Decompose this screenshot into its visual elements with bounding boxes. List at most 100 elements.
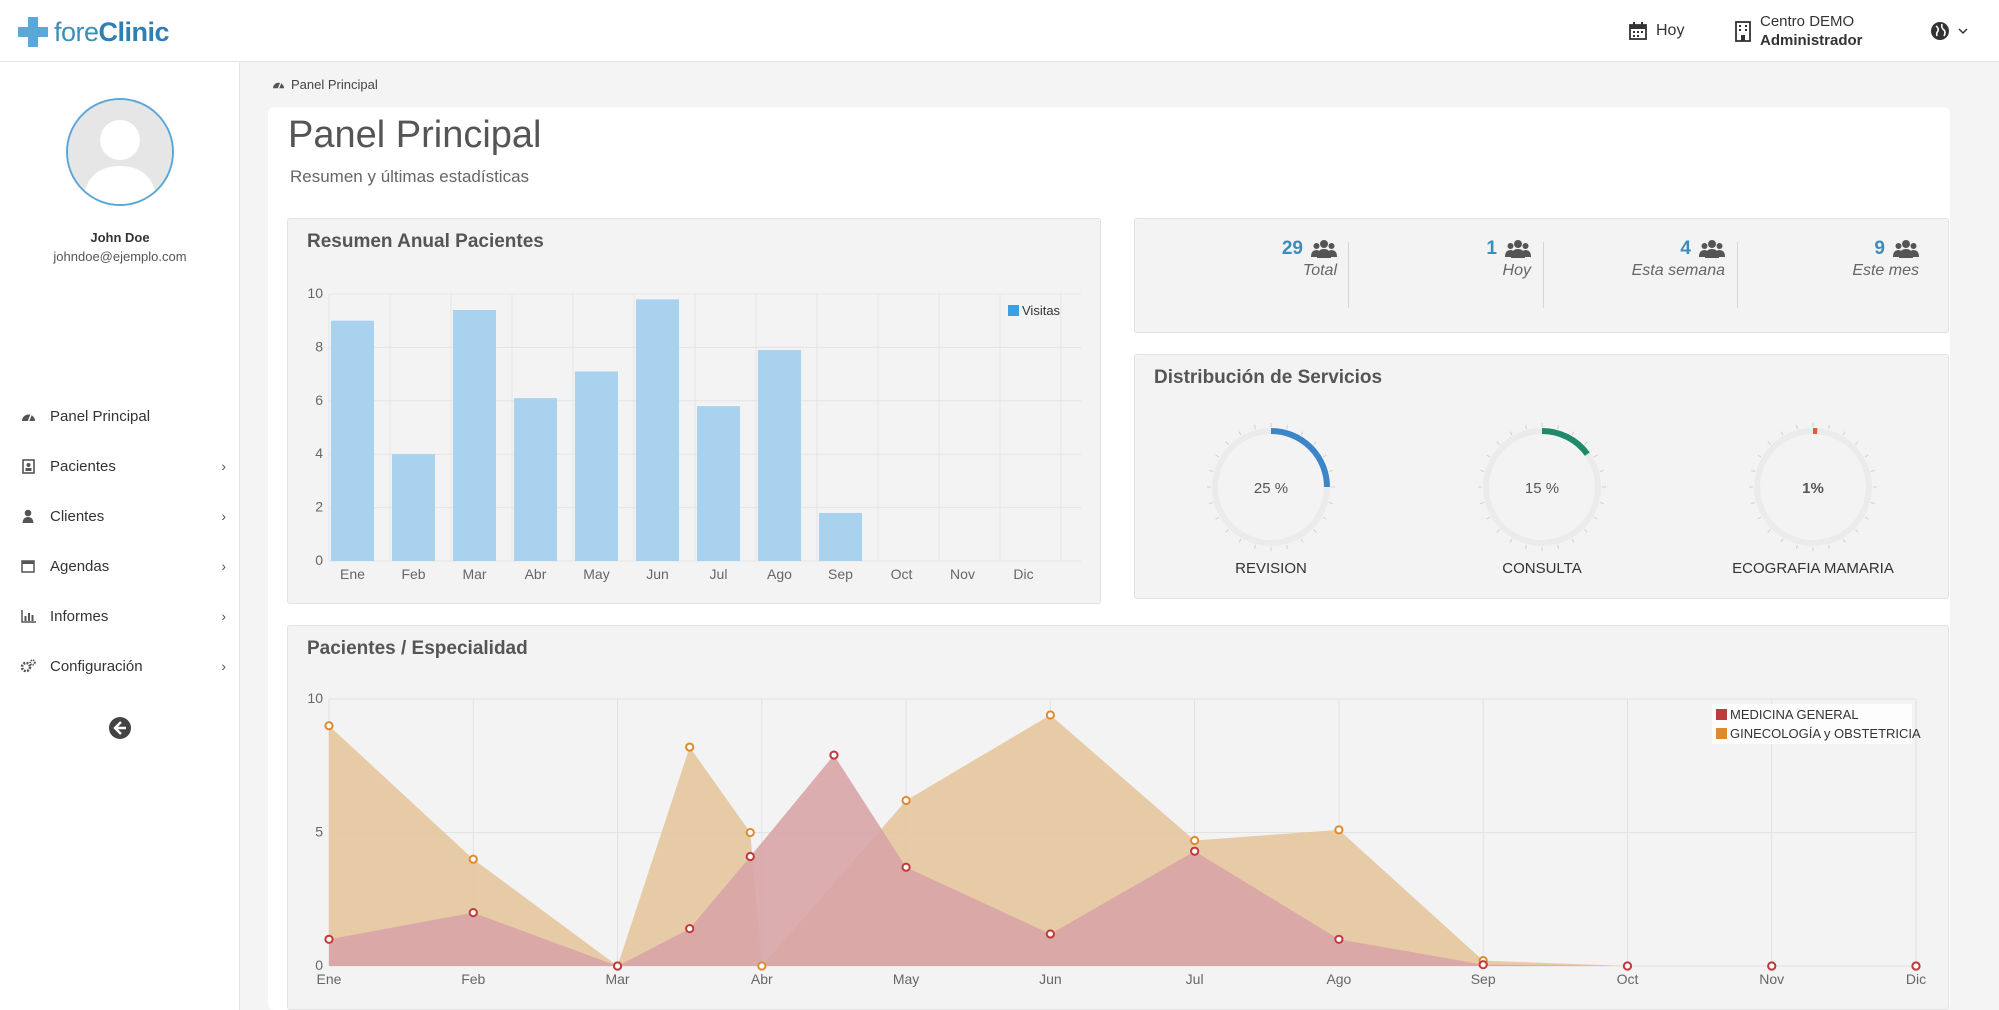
sidebar-item-label: Pacientes — [50, 457, 116, 475]
user-name: John Doe — [90, 230, 150, 245]
sidebar-item-agendas[interactable]: Agendas › — [0, 546, 240, 586]
brand-name-bold: Clinic — [98, 16, 170, 47]
x-tick-label: Ene — [317, 971, 342, 987]
gauge-tick — [1322, 454, 1327, 458]
sidebar-item-clientes[interactable]: Clientes › — [0, 496, 240, 536]
brand-name-light: fore — [54, 16, 99, 47]
stat-divider — [1348, 242, 1349, 308]
gauge-tick — [1870, 469, 1875, 472]
gauge-tick — [1757, 516, 1762, 520]
arrow-circle-left-icon — [109, 717, 131, 739]
gauge-tick — [1571, 431, 1575, 436]
data-point — [1334, 934, 1344, 944]
collapse-sidebar-button[interactable] — [108, 716, 132, 740]
gauge-tick — [1238, 538, 1242, 543]
sidebar-item-pacientes[interactable]: Pacientes › — [0, 446, 240, 486]
data-point — [1045, 710, 1055, 720]
data-point — [1190, 835, 1200, 846]
breadcrumb-item[interactable]: Panel Principal — [291, 77, 378, 92]
stat-value: 4 — [1680, 238, 1691, 259]
gauge-tick — [1286, 544, 1289, 549]
gauge-tick — [1496, 441, 1500, 445]
chevron-right-icon: › — [221, 608, 226, 624]
gauge-tick — [1767, 441, 1771, 445]
gauge-tick — [1795, 425, 1798, 430]
medical-cross-icon — [18, 17, 48, 47]
language-menu[interactable] — [1930, 10, 1976, 52]
app-logo[interactable]: fore Clinic — [18, 16, 170, 48]
sidebar-item-informes[interactable]: Informes › — [0, 596, 240, 636]
gauge-tick — [1328, 502, 1333, 505]
x-tick-label: Jun — [646, 566, 669, 582]
bar — [392, 454, 435, 561]
sidebar-item-label: Agendas — [50, 557, 110, 575]
users-icon — [1311, 240, 1337, 258]
center-selector[interactable]: Centro DEMO Administrador — [1734, 10, 1863, 52]
chevron-right-icon: › — [221, 508, 226, 524]
stat-value: 9 — [1874, 238, 1885, 259]
legend-label: MEDICINA GENERAL — [1730, 707, 1859, 722]
sidebar-item-label: Panel Principal — [50, 407, 151, 425]
legend-swatch — [1008, 305, 1019, 316]
x-tick-label: Ago — [767, 566, 792, 582]
gauge-label: REVISION — [1235, 560, 1307, 577]
legend-swatch — [1716, 709, 1727, 720]
user-email: johndoe@ejemplo.com — [53, 249, 187, 264]
page-subtitle: Resumen y últimas estadísticas — [290, 167, 530, 186]
gauge-ecografia: 1% — [1749, 423, 1877, 551]
data-point — [1767, 961, 1777, 971]
stat-value: 1 — [1486, 238, 1497, 259]
gauge-tick — [1842, 538, 1846, 543]
dashboard-icon — [20, 408, 36, 424]
gauge-tick — [1557, 544, 1560, 549]
gauge-tick — [1584, 529, 1588, 533]
data-point — [1911, 961, 1921, 971]
gauge-value: 1% — [1802, 480, 1824, 497]
today-button[interactable]: Hoy — [1628, 10, 1684, 52]
gauge-tick — [1209, 502, 1214, 505]
data-point — [1478, 960, 1488, 970]
legend-swatch — [1716, 728, 1727, 739]
data-point — [757, 961, 767, 971]
gauge-tick — [1795, 544, 1798, 549]
gauge-arc — [1270, 428, 1330, 488]
gauge-tick — [1286, 425, 1289, 430]
x-tick-label: Jul — [710, 566, 728, 582]
specialty-area-chart: 0 5 10 Ene Feb Mar Abr May Jun Jul Ago Sep Oct Nov Dic… — [307, 690, 1926, 987]
bar — [636, 299, 679, 561]
gauge-tick — [1571, 538, 1575, 543]
user-icon — [20, 508, 36, 524]
x-tick-label: Nov — [1759, 971, 1784, 987]
x-tick-label: Sep — [828, 566, 853, 582]
gauge-tick — [1828, 544, 1831, 549]
x-tick-label: Oct — [1617, 971, 1639, 987]
gauge-tick — [1584, 441, 1588, 445]
gauge-tick — [1253, 544, 1256, 549]
y-tick-label: 8 — [315, 338, 323, 354]
dashboard-icon — [273, 82, 284, 89]
sidebar-item-panel-principal[interactable]: Panel Principal — [0, 396, 240, 436]
gauge-tick — [1253, 425, 1256, 430]
avatar[interactable] — [66, 98, 174, 206]
sidebar-item-configuracion[interactable]: Configuración › — [0, 646, 240, 686]
legend-label: GINECOLOGÍA y OBSTETRICIA — [1730, 726, 1921, 741]
gauge-tick — [1780, 538, 1784, 543]
stat-today: 1 Hoy — [1336, 238, 1531, 298]
stat-divider — [1543, 242, 1544, 308]
gauge-tick — [1496, 529, 1500, 533]
chevron-down-icon — [1958, 28, 1968, 35]
gauge-tick — [1215, 516, 1220, 520]
y-tick-label: 0 — [315, 957, 323, 973]
x-tick-label: Mar — [605, 971, 629, 987]
gauge-label: CONSULTA — [1502, 560, 1582, 577]
specialty-chart-title: Pacientes / Especialidad — [307, 638, 528, 659]
gauge-tick — [1855, 529, 1859, 533]
y-tick-label: 10 — [307, 285, 323, 301]
gauge-tick — [1757, 454, 1762, 458]
sidebar: John Doe johndoe@ejemplo.com Panel Princ… — [0, 62, 240, 1010]
calendar-icon — [1629, 22, 1647, 40]
gauge-tick — [1524, 425, 1527, 430]
data-point — [745, 827, 755, 838]
x-tick-label: Jul — [1186, 971, 1204, 987]
specialty-card: Pacientes / Especialidad 0 5 10 Ene Feb Mar Ab… — [287, 625, 1949, 1010]
